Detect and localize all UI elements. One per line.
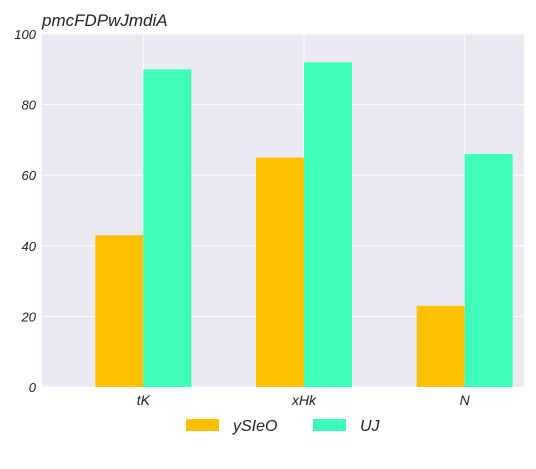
legend: ySIeO UJ [186, 418, 381, 435]
bar-ySIeO-xHk [256, 157, 304, 387]
legend-swatch-UJ [313, 419, 346, 431]
legend-label-UJ: UJ [360, 418, 381, 435]
y-tick-label: 20 [21, 309, 37, 324]
x-tick-label: xHk [291, 392, 317, 408]
x-axis-ticks: tK xHk N [137, 392, 471, 408]
x-tick-label: tK [137, 392, 151, 408]
bar-ySIeO-N [416, 305, 465, 387]
y-tick-label: 60 [22, 168, 37, 183]
bar-UJ-tK [143, 69, 192, 388]
bars [95, 62, 513, 388]
y-tick-label: 80 [22, 98, 37, 113]
y-tick-label: 100 [14, 27, 36, 42]
bar-UJ-N [464, 154, 513, 387]
chart-title: pmcFDPwJmdiA [41, 11, 168, 30]
y-tick-label: 0 [29, 380, 37, 395]
y-axis-ticks: 0 20 40 60 80 100 [14, 27, 36, 395]
bar-UJ-xHk [304, 62, 352, 388]
legend-swatch-ySIeO [186, 419, 219, 431]
y-tick-label: 40 [22, 239, 37, 254]
bar-ySIeO-tK [95, 235, 144, 387]
x-tick-label: N [460, 392, 471, 408]
legend-label-ySIeO: ySIeO [232, 418, 277, 435]
